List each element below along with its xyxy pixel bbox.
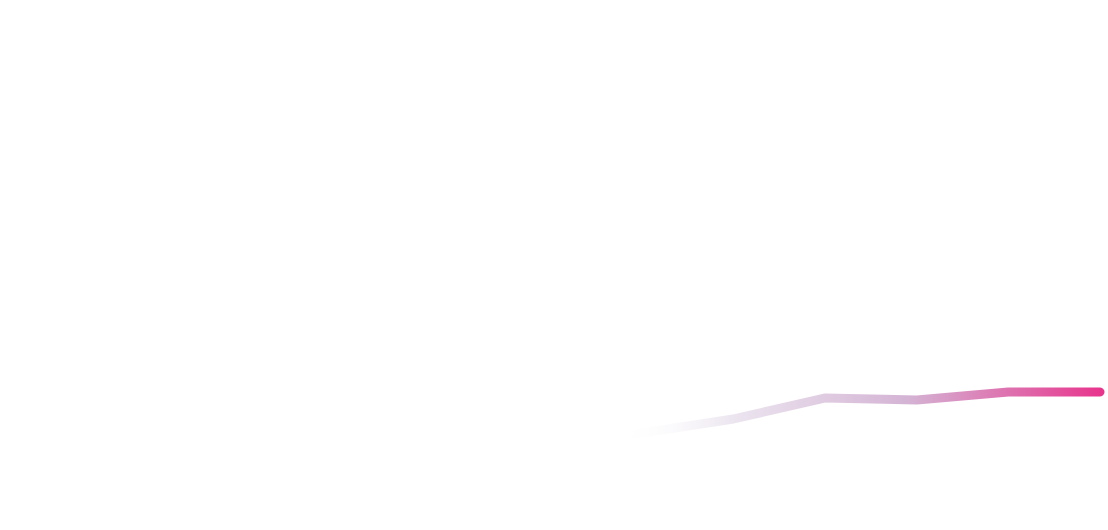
series-line-0 xyxy=(87,387,1105,475)
series-layer xyxy=(87,387,1105,475)
